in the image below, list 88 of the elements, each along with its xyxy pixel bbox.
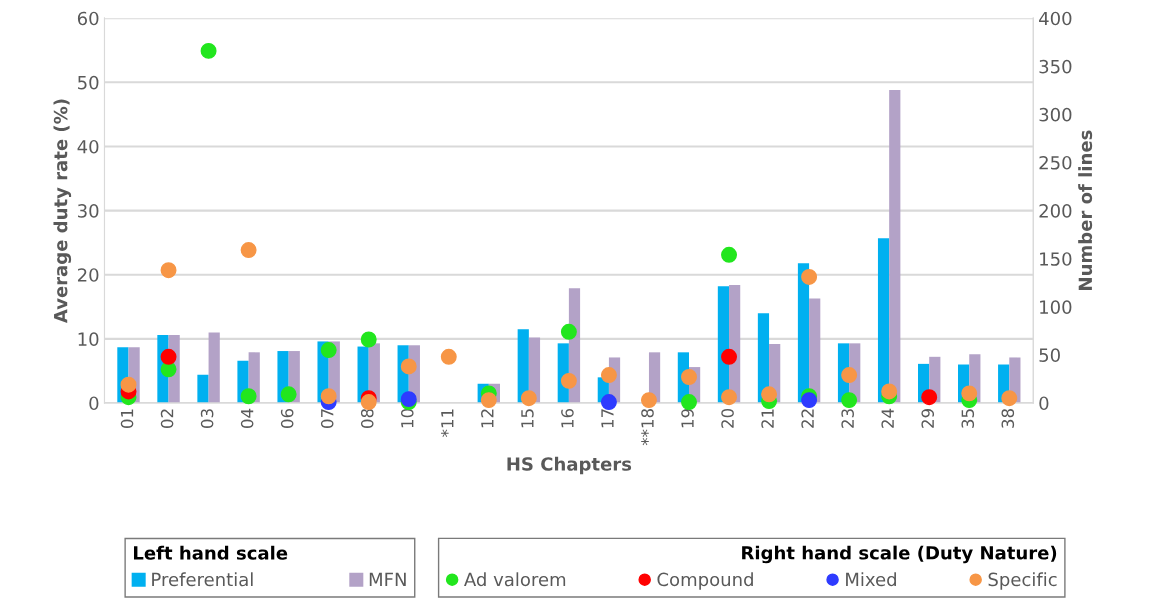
- point: [320, 342, 337, 359]
- point: [721, 348, 738, 365]
- point: [120, 376, 137, 393]
- y2-tick-label: 50: [1039, 348, 1060, 363]
- y-axis-title: Average duty rate (%): [53, 99, 72, 324]
- legend-label: Specific: [988, 572, 1057, 590]
- point: [360, 331, 377, 348]
- x-tick-label: 15: [521, 409, 534, 428]
- point: [841, 367, 858, 384]
- point: [560, 372, 577, 389]
- point: [320, 388, 337, 405]
- y-tick-label: 20: [77, 268, 99, 282]
- y2-tick-label: 100: [1040, 300, 1072, 314]
- y2-tick-label: 0: [1039, 396, 1049, 411]
- point: [801, 392, 818, 409]
- legend-label: MFN: [369, 572, 406, 586]
- x-tick-label: 06: [280, 408, 294, 428]
- text: Left hand scale: [134, 545, 288, 560]
- bar: [889, 90, 901, 403]
- bar: [208, 332, 220, 403]
- point: [200, 42, 217, 59]
- x-axis-title: HS Chapters: [507, 456, 632, 475]
- point: [360, 394, 377, 411]
- point: [681, 369, 697, 385]
- x-tick-label: *11: [441, 409, 454, 437]
- x-tick-label: 35: [961, 409, 975, 428]
- y2-tick-label: 400: [1039, 11, 1072, 26]
- x-tick-label: 19: [681, 409, 694, 428]
- y-tick-label: 50: [78, 75, 99, 90]
- point: [240, 242, 257, 259]
- point: [681, 394, 697, 411]
- x-tick-label: 08: [360, 408, 374, 428]
- y-tick-label: 0: [89, 396, 99, 411]
- y2-tick-label: 300: [1039, 107, 1072, 122]
- point: [640, 392, 657, 409]
- legend-label: Preferential: [152, 572, 253, 587]
- point: [881, 383, 898, 400]
- legend-label: Ad valorem: [464, 572, 566, 587]
- y2-tick-label: 150: [1040, 252, 1072, 266]
- y-tick-label: 30: [78, 204, 99, 218]
- y2-tick-label: 250: [1039, 155, 1072, 170]
- legend-label: Compound: [657, 572, 753, 590]
- x-tick-label: 29: [921, 409, 935, 428]
- y-tick-label: 60: [77, 11, 99, 26]
- text: Right hand scale (Duty Nature): [742, 545, 1057, 564]
- point: [160, 262, 177, 279]
- y-tick-label: 40: [77, 139, 99, 154]
- point: [480, 392, 497, 409]
- bar: [197, 374, 209, 403]
- x-tick-label: 02: [160, 409, 174, 428]
- x-tick-label: **18: [641, 408, 654, 446]
- legend-label: Mixed: [846, 572, 896, 587]
- bar: [877, 238, 890, 403]
- point: [841, 392, 858, 409]
- x-tick-label: 04: [240, 408, 254, 428]
- point: [560, 323, 577, 340]
- x-tick-label: 12: [481, 409, 494, 428]
- x-tick-label: 07: [320, 409, 334, 428]
- x-tick-label: 10: [400, 408, 414, 428]
- point: [280, 386, 297, 403]
- x-tick-label: 22: [801, 409, 814, 428]
- point: [721, 389, 738, 406]
- point: [160, 348, 177, 365]
- point: [761, 386, 778, 403]
- x-tick-label: 38: [1001, 408, 1015, 428]
- x-tick-label: 16: [561, 408, 574, 428]
- point: [600, 394, 617, 411]
- x-tick-label: 03: [200, 409, 214, 428]
- point: [240, 388, 257, 405]
- y2-tick-label: 200: [1039, 204, 1072, 218]
- point: [921, 389, 938, 406]
- point: [721, 246, 738, 263]
- x-tick-label: 20: [721, 408, 734, 428]
- x-tick-label: 17: [601, 409, 614, 428]
- x-tick-label: 21: [761, 409, 774, 428]
- x-tick-label: 01: [120, 409, 134, 428]
- point: [961, 385, 978, 402]
- point: [600, 367, 617, 384]
- y2-axis-title: Number of lines: [1078, 130, 1093, 290]
- point: [440, 348, 457, 365]
- point: [400, 358, 417, 375]
- x-tick-label: 24: [881, 408, 894, 428]
- point: [801, 268, 818, 285]
- y2-tick-label: 350: [1039, 59, 1072, 74]
- point: [1001, 390, 1018, 407]
- x-tick-label: 23: [841, 409, 854, 428]
- y-tick-label: 10: [78, 332, 99, 346]
- point: [520, 390, 537, 407]
